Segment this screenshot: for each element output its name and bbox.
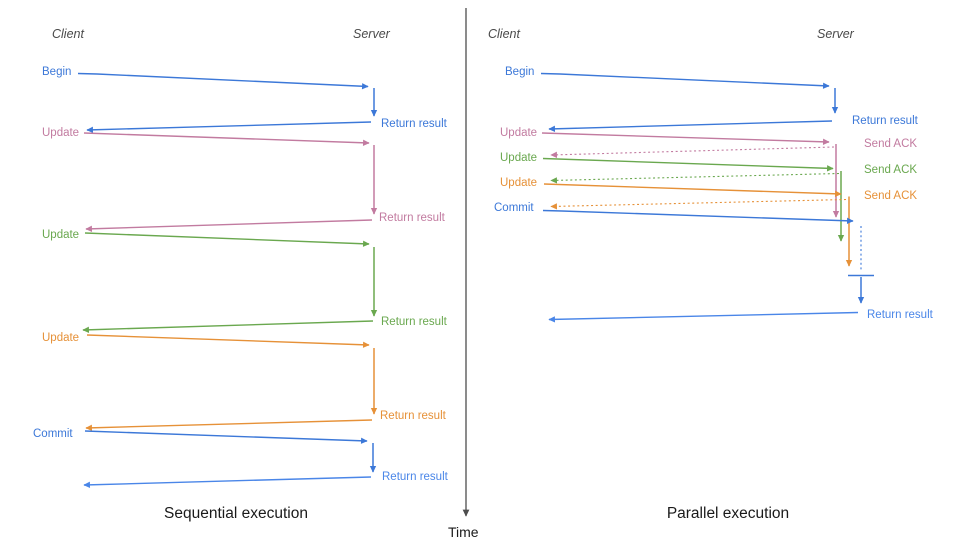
par-step-2-ack-label: Send ACK	[864, 138, 917, 150]
seq-step-4-label: Update	[42, 332, 79, 344]
par-step-3-label: Update	[500, 152, 537, 164]
seq-step-1-request-arrow	[77, 72, 369, 90]
seq-step-2-label: Update	[42, 127, 79, 139]
seq-step-4-response-label: Return result	[380, 410, 447, 422]
seq-step-3-return-arrow	[82, 320, 374, 333]
par-step-1-return-arrow	[548, 120, 833, 132]
seq-step-1-response-label: Return result	[381, 118, 448, 130]
seq-server-header: Server	[353, 27, 391, 41]
par-step-1-label: Begin	[505, 66, 534, 78]
par-caption: Parallel execution	[667, 505, 789, 522]
par-server-header: Server	[817, 27, 855, 41]
par-step-5-request-arrow	[542, 209, 854, 224]
par-step-4-ack-label: Send ACK	[864, 190, 917, 202]
seq-step-2-request-arrow	[83, 132, 370, 146]
par-step-2-label: Update	[500, 127, 537, 139]
seq-step-3-response-label: Return result	[381, 316, 448, 328]
par-step-1-response-label: Return result	[852, 115, 919, 127]
par-step-4-request-arrow	[543, 183, 842, 197]
seq-step-3-label: Update	[42, 229, 79, 241]
seq-step-3-request-arrow	[84, 232, 370, 247]
par-step-2-request-arrow	[541, 132, 830, 145]
par-step-4-label: Update	[500, 177, 537, 189]
par-step-5-response-label: Return result	[867, 309, 934, 321]
par-step-2-ack-dotted-arrow	[550, 146, 835, 158]
seq-step-5-label: Commit	[33, 428, 73, 440]
par-step-1-request-arrow	[540, 72, 830, 89]
par-step-3-request-arrow	[542, 157, 834, 172]
par-step-3-ack-label: Send ACK	[864, 164, 917, 176]
seq-caption: Sequential execution	[164, 505, 308, 522]
par-step-4-ack-dotted-arrow	[550, 198, 847, 210]
par-step-5-label: Commit	[494, 202, 534, 214]
seq-step-4-return-arrow	[85, 419, 373, 431]
par-step-3-ack-dotted-arrow	[550, 172, 840, 184]
seq-step-1-return-arrow	[86, 121, 372, 133]
seq-client-header: Client	[52, 27, 84, 41]
seq-step-1-label: Begin	[42, 66, 71, 78]
seq-step-5-request-arrow	[84, 430, 368, 444]
seq-step-2-return-arrow	[85, 219, 373, 232]
seq-step-5-response-label: Return result	[382, 471, 449, 483]
seq-step-2-response-label: Return result	[379, 212, 446, 224]
par-client-header: Client	[488, 27, 520, 41]
par-step-5-return-arrow	[548, 311, 859, 323]
seq-step-5-return-arrow	[83, 476, 372, 488]
seq-step-4-request-arrow	[86, 334, 370, 348]
time-axis-label: Time	[448, 524, 479, 540]
